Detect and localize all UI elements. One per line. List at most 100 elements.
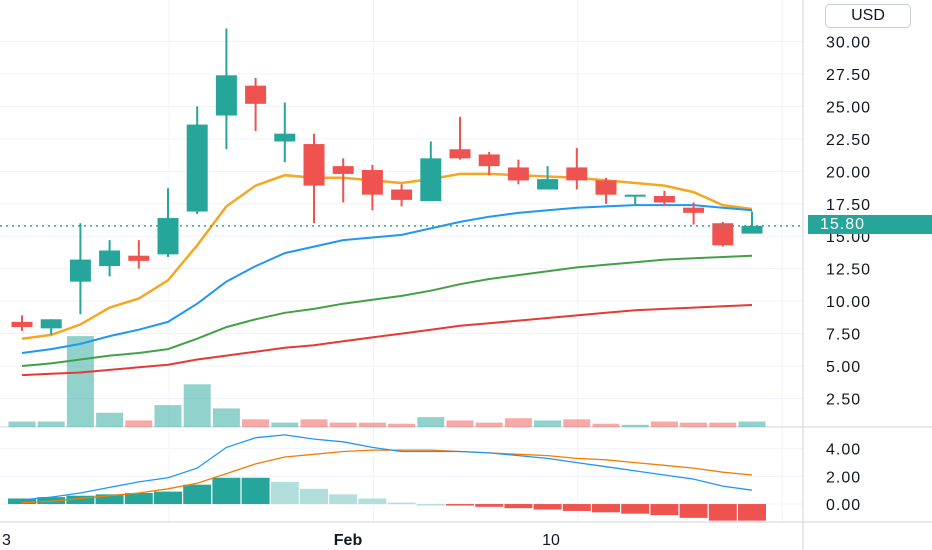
- macd-histogram-bar: [562, 504, 591, 511]
- candle-body: [157, 218, 179, 255]
- macd-line: [21, 434, 753, 501]
- ema_fast-line: [21, 172, 753, 340]
- macd-histogram-bar: [241, 477, 270, 505]
- last-price-badge: 15.80: [808, 215, 932, 234]
- macd-histogram-bar: [95, 494, 124, 505]
- candle-body: [449, 149, 471, 159]
- time-axis[interactable]: 3 Feb 10: [2, 532, 560, 549]
- macd-histogram-bar: [270, 481, 299, 505]
- candle-body: [653, 195, 675, 203]
- macd-histogram-bar: [416, 504, 445, 506]
- macd-histogram-bar: [679, 504, 708, 518]
- macd-histogram-bar: [37, 497, 66, 505]
- macd-histogram-bar: [183, 484, 212, 505]
- macd-histogram-bar: [475, 504, 504, 507]
- candle-body: [245, 85, 267, 104]
- price-tick-label: 7.50: [826, 327, 861, 344]
- volume-bar: [300, 419, 328, 427]
- volume-bar: [329, 422, 357, 427]
- volume-bar: [592, 423, 620, 427]
- volume-bar: [709, 422, 737, 427]
- macd-tick-label: 2.00: [826, 469, 861, 486]
- price-tick-label: 20.00: [826, 164, 871, 181]
- candle-body: [186, 124, 208, 212]
- candle-body: [420, 158, 442, 202]
- volume-bar: [8, 421, 36, 427]
- candle-body: [332, 166, 354, 174]
- candle-body: [537, 179, 559, 190]
- macd-histogram-bar: [533, 504, 562, 510]
- candle-body: [478, 154, 500, 167]
- macd-histogram-bar: [708, 504, 737, 521]
- price-tick-label: 27.50: [826, 67, 871, 84]
- candle-body: [69, 259, 91, 282]
- volume-bar: [475, 422, 503, 427]
- price-tick-label: 30.00: [826, 35, 871, 52]
- time-tick-label: 10: [542, 532, 560, 549]
- macd-histogram-bar: [300, 488, 328, 505]
- macd-histogram-bar: [66, 495, 95, 505]
- volume-bar: [738, 421, 766, 427]
- volume-bar: [650, 421, 678, 427]
- volume-bar: [96, 412, 124, 427]
- macd-histogram-bar: [212, 477, 241, 505]
- candle-body: [128, 255, 150, 261]
- volume-bar: [563, 419, 591, 427]
- volume-bar: [504, 418, 532, 427]
- volume-bar: [417, 417, 445, 427]
- volume-bars: [8, 336, 766, 427]
- time-tick-label: Feb: [334, 532, 363, 549]
- candle-body: [40, 319, 62, 329]
- volume-bar: [242, 419, 270, 427]
- candle-body: [303, 144, 325, 186]
- candle-body: [507, 167, 529, 181]
- volume-bar: [271, 422, 299, 427]
- volume-bar: [358, 422, 386, 427]
- volume-bar: [446, 420, 474, 427]
- candle-body: [712, 223, 734, 246]
- macd-pane: [8, 434, 766, 521]
- volume-bar: [212, 408, 240, 427]
- macd-histogram-bar: [358, 498, 387, 505]
- candle-body: [99, 250, 121, 267]
- macd-histogram-bar: [621, 504, 650, 514]
- price-axis[interactable]: 2.505.007.5010.0012.5015.0017.5020.0022.…: [826, 35, 871, 514]
- volume-bar: [388, 423, 416, 427]
- price-tick-label: 5.00: [826, 359, 861, 376]
- candle-body: [274, 133, 296, 142]
- time-tick-label: 3: [2, 532, 11, 549]
- volume-bar: [621, 424, 649, 427]
- currency-button[interactable]: USD: [825, 4, 911, 28]
- macd-histogram-bar: [329, 494, 358, 505]
- volume-bar: [534, 420, 562, 427]
- candle-body: [361, 170, 383, 195]
- ema_mid-line: [21, 204, 753, 354]
- candle-body: [595, 180, 617, 195]
- price-tick-label: 12.50: [826, 262, 871, 279]
- price-tick-label: 17.50: [826, 197, 871, 214]
- macd-histogram-bar: [124, 492, 153, 505]
- macd-tick-label: 0.00: [826, 497, 861, 514]
- ema_long-line: [21, 304, 753, 377]
- macd-histogram-bar: [650, 504, 679, 516]
- volume-bar: [183, 384, 211, 427]
- candle-body: [741, 225, 763, 234]
- moving-average-lines: [21, 172, 753, 377]
- volume-bar: [680, 422, 708, 427]
- volume-bar: [66, 336, 94, 427]
- price-tick-label: 2.50: [826, 391, 861, 408]
- volume-bar: [154, 405, 182, 427]
- macd-histogram-bar: [8, 498, 36, 505]
- price-tick-label: 22.50: [826, 132, 871, 149]
- price-tick-label: 10.00: [826, 294, 871, 311]
- macd-histogram-bar: [592, 504, 620, 513]
- candle-body: [11, 321, 33, 328]
- macd-tick-label: 4.00: [826, 442, 861, 459]
- ema_slow-line: [21, 254, 753, 367]
- candle-body: [215, 75, 237, 116]
- macd-histogram-bar: [387, 502, 416, 505]
- volume-bar: [37, 421, 65, 427]
- candle-body: [683, 207, 705, 213]
